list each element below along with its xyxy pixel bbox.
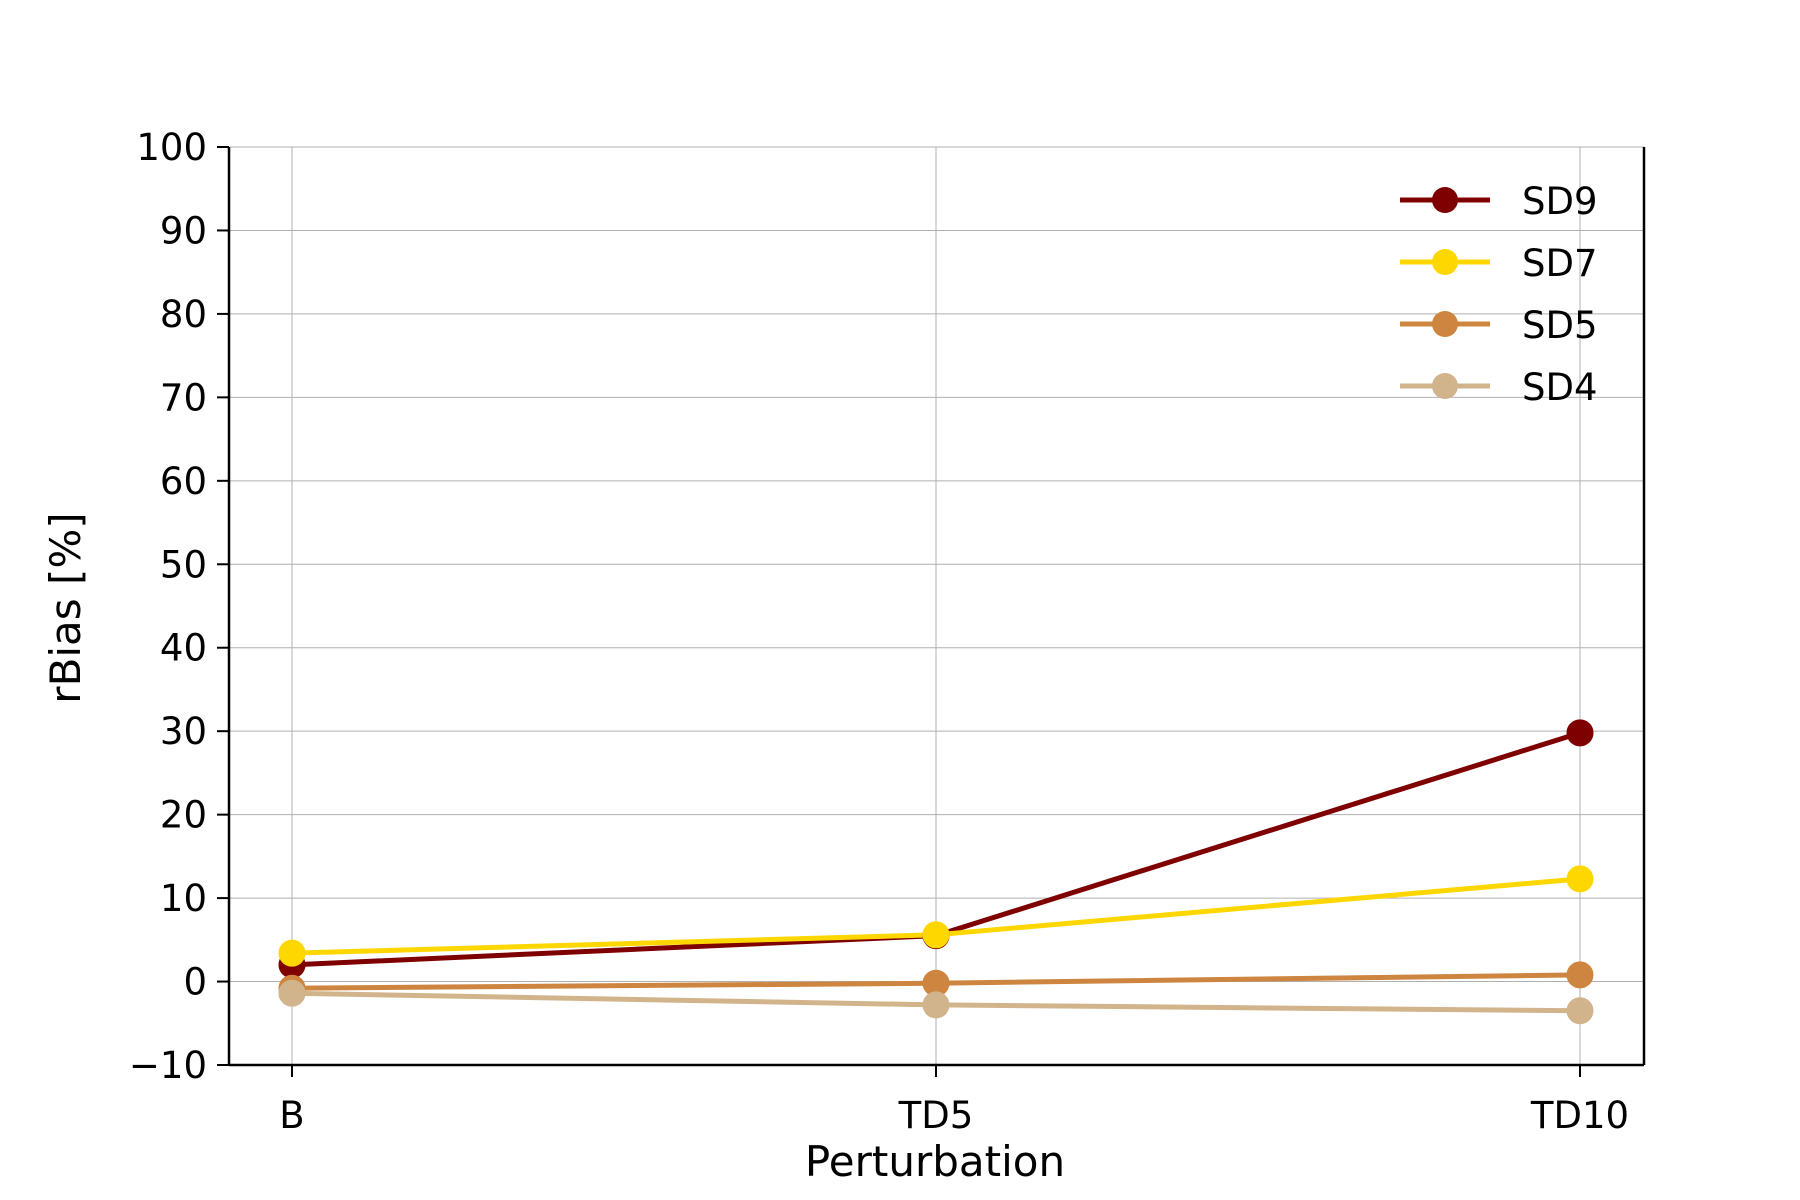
y-tick-label: 80 — [160, 293, 207, 336]
data-point-sd4 — [922, 991, 950, 1019]
legend-marker — [1432, 249, 1458, 275]
y-tick-label: 0 — [183, 961, 207, 1004]
x-tick-label: TD10 — [1530, 1094, 1629, 1137]
legend: SD9 SD7 SD5 SD4 — [1400, 180, 1598, 409]
data-point-sd7 — [922, 921, 950, 949]
data-point-sd5 — [1566, 961, 1594, 989]
y-tick-label: 30 — [160, 710, 207, 753]
y-tick-label: 100 — [136, 126, 207, 169]
grid — [229, 146, 1644, 1066]
data-point-sd7 — [1566, 865, 1594, 893]
y-tick-label: −10 — [129, 1044, 207, 1087]
y-tick-label: 90 — [160, 209, 207, 252]
y-tick-label: 70 — [160, 376, 207, 419]
legend-marker — [1432, 311, 1458, 337]
y-tick-label: 40 — [160, 627, 207, 670]
legend-label: SD4 — [1522, 366, 1598, 409]
legend-marker — [1432, 373, 1458, 399]
x-axis-label: Perturbation — [805, 1137, 1065, 1186]
data-point-sd4 — [1566, 997, 1594, 1025]
legend-item-sd5: SD5 — [1400, 304, 1598, 347]
y-tick-label: 10 — [160, 877, 207, 920]
legend-item-sd7: SD7 — [1400, 242, 1598, 285]
x-tick-label: TD5 — [898, 1094, 974, 1137]
y-tick-label: 50 — [160, 543, 207, 586]
y-tick-label: 60 — [160, 460, 207, 503]
data-point-sd7 — [278, 939, 306, 967]
series-markers — [278, 719, 1594, 1025]
x-axis-ticks: B TD5 TD10 — [279, 1065, 1629, 1137]
data-point-sd9 — [1566, 719, 1594, 747]
y-tick-label: 20 — [160, 794, 207, 837]
legend-label: SD5 — [1522, 304, 1598, 347]
data-point-sd4 — [278, 979, 306, 1007]
legend-label: SD7 — [1522, 242, 1598, 285]
y-axis-ticks: −10 0 10 20 30 40 50 60 70 80 90 100 — [129, 126, 229, 1087]
legend-label: SD9 — [1522, 180, 1598, 223]
x-tick-label: B — [279, 1094, 304, 1137]
legend-item-sd9: SD9 — [1400, 180, 1598, 223]
legend-item-sd4: SD4 — [1400, 366, 1598, 409]
y-axis-label: rBias [%] — [41, 512, 90, 703]
legend-marker — [1432, 187, 1458, 213]
